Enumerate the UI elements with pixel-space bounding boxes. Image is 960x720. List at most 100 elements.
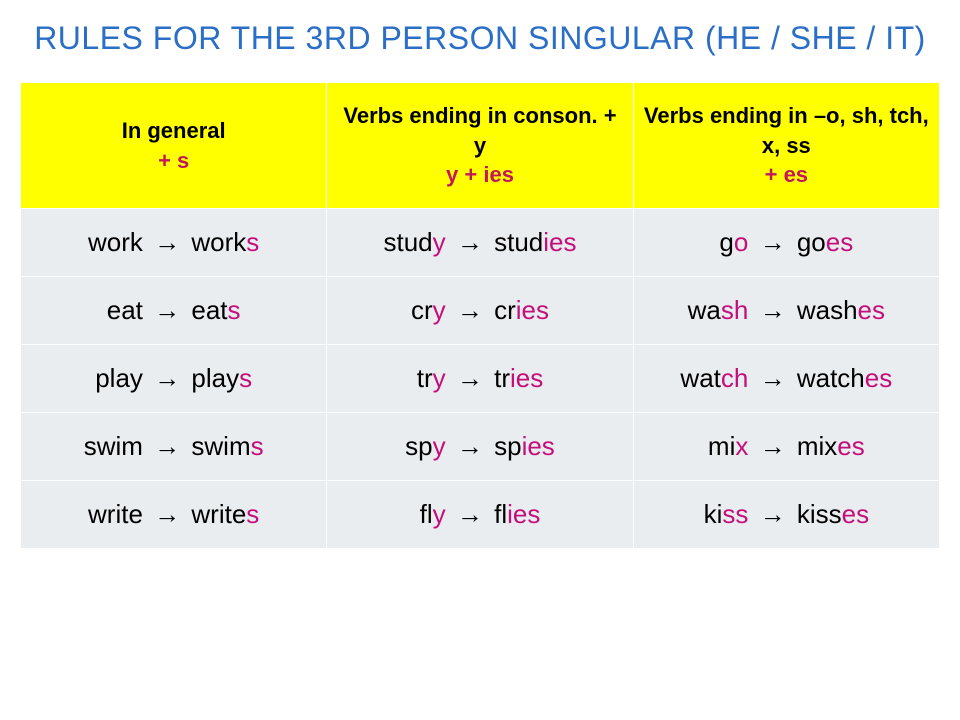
result-highlight: ies <box>522 431 555 461</box>
table-cell: wash → washes <box>633 277 939 345</box>
result-highlight: s <box>251 431 264 461</box>
result-highlight: es <box>842 499 869 529</box>
table-cell: go → goes <box>633 209 939 277</box>
result-highlight: es <box>826 227 853 257</box>
base-highlight: ss <box>722 499 748 529</box>
base-plain: wat <box>680 363 720 393</box>
table-header-row: In general + s Verbs ending in conson. +… <box>21 83 940 209</box>
table-cell: study → studies <box>327 209 633 277</box>
result-highlight: ies <box>543 227 576 257</box>
base-plain: wa <box>688 295 721 325</box>
result-plain: go <box>797 227 826 257</box>
base-highlight: ch <box>721 363 748 393</box>
table-cell: eat → eats <box>21 277 327 345</box>
base-highlight: y <box>433 295 446 325</box>
table-cell: cry → cries <box>327 277 633 345</box>
result-plain: play <box>191 363 239 393</box>
base-highlight: y <box>433 431 446 461</box>
result-highlight: s <box>239 363 252 393</box>
result-highlight: ies <box>510 363 543 393</box>
base-highlight: x <box>735 431 748 461</box>
table-cell: play → plays <box>21 345 327 413</box>
base-plain: work <box>88 227 143 257</box>
base-plain: cr <box>411 295 433 325</box>
arrow-icon: → <box>150 431 191 461</box>
arrow-icon: → <box>453 295 494 325</box>
table-cell: fly → flies <box>327 481 633 549</box>
col-header-es: Verbs ending in –o, sh, tch, x, ss + es <box>633 83 939 209</box>
result-plain: write <box>191 499 246 529</box>
result-highlight: ies <box>507 499 540 529</box>
col-header-conson-y: Verbs ending in conson. + y y + ies <box>327 83 633 209</box>
base-plain: sp <box>405 431 432 461</box>
table-body: work → worksstudy → studiesgo → goeseat … <box>21 209 940 549</box>
base-highlight: y <box>433 499 446 529</box>
arrow-icon: → <box>453 431 494 461</box>
base-plain: swim <box>84 431 143 461</box>
base-plain: eat <box>107 295 143 325</box>
header-suffix: + es <box>765 162 808 187</box>
table-row: eat → eatscry → crieswash → washes <box>21 277 940 345</box>
table-row: write → writesfly → flieskiss → kisses <box>21 481 940 549</box>
result-plain: kiss <box>797 499 842 529</box>
base-plain: play <box>95 363 143 393</box>
arrow-icon: → <box>756 363 797 393</box>
arrow-icon: → <box>756 499 797 529</box>
result-highlight: s <box>246 227 259 257</box>
slide-container: RULES FOR THE 3RD PERSON SINGULAR (HE / … <box>0 0 960 549</box>
result-plain: work <box>191 227 246 257</box>
result-highlight: s <box>246 499 259 529</box>
arrow-icon: → <box>453 227 494 257</box>
result-plain: cr <box>494 295 516 325</box>
base-plain: tr <box>417 363 433 393</box>
result-highlight: s <box>228 295 241 325</box>
table-cell: work → works <box>21 209 327 277</box>
table-row: work → worksstudy → studiesgo → goes <box>21 209 940 277</box>
result-highlight: es <box>858 295 885 325</box>
result-plain: tr <box>494 363 510 393</box>
col-header-general: In general + s <box>21 83 327 209</box>
result-plain: watch <box>797 363 865 393</box>
arrow-icon: → <box>453 499 494 529</box>
result-highlight: es <box>865 363 892 393</box>
result-plain: stud <box>494 227 543 257</box>
table-cell: kiss → kisses <box>633 481 939 549</box>
base-highlight: o <box>734 227 748 257</box>
result-plain: sp <box>494 431 521 461</box>
arrow-icon: → <box>756 431 797 461</box>
table-cell: mix → mixes <box>633 413 939 481</box>
header-suffix: + s <box>158 148 189 173</box>
result-highlight: es <box>837 431 864 461</box>
table-cell: try → tries <box>327 345 633 413</box>
arrow-icon: → <box>756 227 797 257</box>
table-cell: write → writes <box>21 481 327 549</box>
base-highlight: y <box>433 227 446 257</box>
base-plain: fl <box>420 499 433 529</box>
arrow-icon: → <box>756 295 797 325</box>
result-plain: fl <box>494 499 507 529</box>
header-line1: In general <box>122 118 226 143</box>
table-cell: spy → spies <box>327 413 633 481</box>
result-plain: mix <box>797 431 837 461</box>
base-highlight: y <box>433 363 446 393</box>
arrow-icon: → <box>150 227 191 257</box>
base-plain: ki <box>704 499 723 529</box>
result-highlight: ies <box>516 295 549 325</box>
arrow-icon: → <box>150 499 191 529</box>
result-plain: eat <box>191 295 227 325</box>
arrow-icon: → <box>150 295 191 325</box>
header-line1: Verbs ending in conson. + y <box>343 103 616 158</box>
arrow-icon: → <box>150 363 191 393</box>
base-highlight: sh <box>721 295 748 325</box>
arrow-icon: → <box>453 363 494 393</box>
base-plain: stud <box>383 227 432 257</box>
result-plain: wash <box>797 295 858 325</box>
table-cell: watch → watches <box>633 345 939 413</box>
base-plain: mi <box>708 431 735 461</box>
table-row: swim → swimsspy → spiesmix → mixes <box>21 413 940 481</box>
table-cell: swim → swims <box>21 413 327 481</box>
base-plain: write <box>88 499 143 529</box>
result-plain: swim <box>191 431 250 461</box>
base-plain: g <box>719 227 733 257</box>
table-row: play → playstry → trieswatch → watches <box>21 345 940 413</box>
